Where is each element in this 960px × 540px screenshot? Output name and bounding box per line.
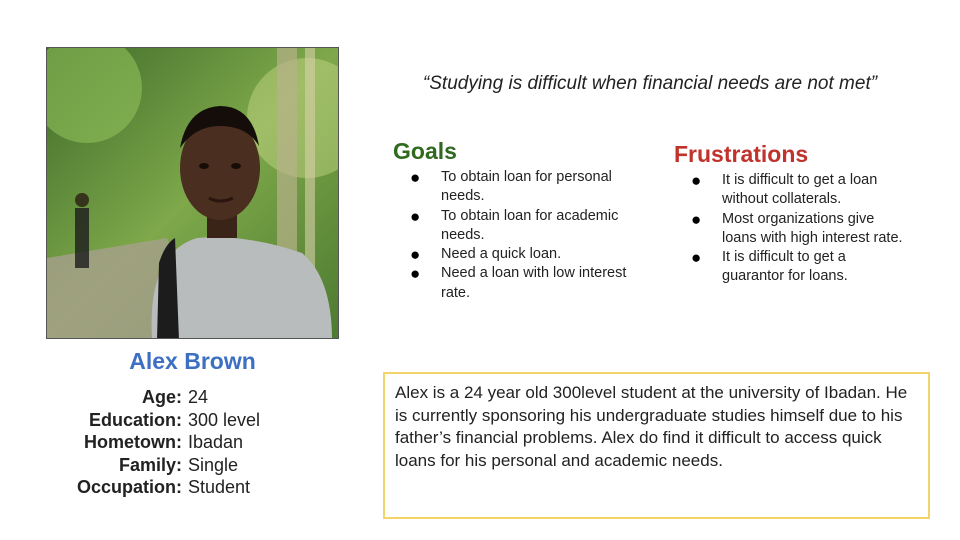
goal-text: To obtain loan for academic needs. bbox=[441, 207, 619, 243]
attribute-value: Single bbox=[188, 454, 239, 475]
bullet-icon: ● bbox=[691, 248, 702, 268]
bullet-icon: ● bbox=[410, 264, 421, 284]
attribute-label: Hometown: bbox=[84, 432, 182, 452]
frustrations-list: ● It is difficult to get a loan without c… bbox=[691, 171, 911, 287]
attribute-occupation: Occupation: Student bbox=[40, 476, 260, 499]
bullet-icon: ● bbox=[691, 209, 702, 229]
goal-text: To obtain loan for personal needs. bbox=[441, 169, 612, 205]
goal-item: ● Need a loan with low interest rate. bbox=[410, 264, 640, 303]
persona-photo bbox=[46, 47, 339, 339]
attribute-value: Student bbox=[188, 477, 251, 497]
attribute-age: Age: 24 bbox=[40, 386, 260, 409]
goals-list: ● To obtain loan for personal needs. ● To … bbox=[410, 168, 640, 303]
frustration-item: ● It is difficult to get a guarantor for … bbox=[691, 248, 911, 287]
attribute-label: Family: bbox=[118, 454, 182, 475]
attribute-label: Education: bbox=[89, 409, 182, 430]
attribute-label: Age: bbox=[142, 387, 182, 407]
goal-item: ● Need a quick loan. bbox=[410, 245, 640, 264]
persona-name: Alex Brown bbox=[129, 348, 256, 374]
goal-text: Need a quick loan. bbox=[441, 246, 562, 263]
bullet-icon: ● bbox=[410, 168, 421, 187]
persona-bio: Alex is a 24 year old 300level student a… bbox=[383, 372, 930, 519]
attribute-family: Family: Single bbox=[40, 454, 260, 477]
frustration-text: Most organizations give loans with high … bbox=[722, 210, 903, 246]
persona-attributes: Age: 24 Education: 300 level Hometown: I… bbox=[40, 386, 260, 499]
goals-title: Goals bbox=[393, 138, 457, 164]
bullet-icon: ● bbox=[410, 206, 421, 226]
goal-item: ● To obtain loan for academic needs. bbox=[410, 207, 640, 246]
attribute-value: 300 level bbox=[188, 409, 261, 430]
goal-text: Need a loan with low interest rate. bbox=[441, 265, 627, 301]
attribute-label: Occupation: bbox=[76, 477, 182, 497]
attribute-value: Ibadan bbox=[188, 432, 244, 452]
frustration-text: It is difficult to get a loan without co… bbox=[722, 172, 878, 208]
goal-item: ● To obtain loan for personal needs. bbox=[410, 168, 640, 207]
attribute-hometown: Hometown: Ibadan bbox=[40, 431, 260, 454]
frustrations-title: Frustrations bbox=[674, 141, 809, 167]
persona-quote: “Studying is difficult when financial ne… bbox=[422, 73, 878, 94]
frustration-item: ● It is difficult to get a loan without c… bbox=[691, 171, 911, 210]
bullet-icon: ● bbox=[691, 171, 702, 190]
persona-portrait-image bbox=[47, 48, 338, 338]
bullet-icon: ● bbox=[410, 245, 421, 265]
attribute-education: Education: 300 level bbox=[40, 409, 260, 432]
attribute-value: 24 bbox=[188, 387, 209, 407]
frustration-item: ● Most organizations give loans with high… bbox=[691, 210, 911, 249]
frustration-text: It is difficult to get a guarantor for l… bbox=[722, 249, 848, 285]
